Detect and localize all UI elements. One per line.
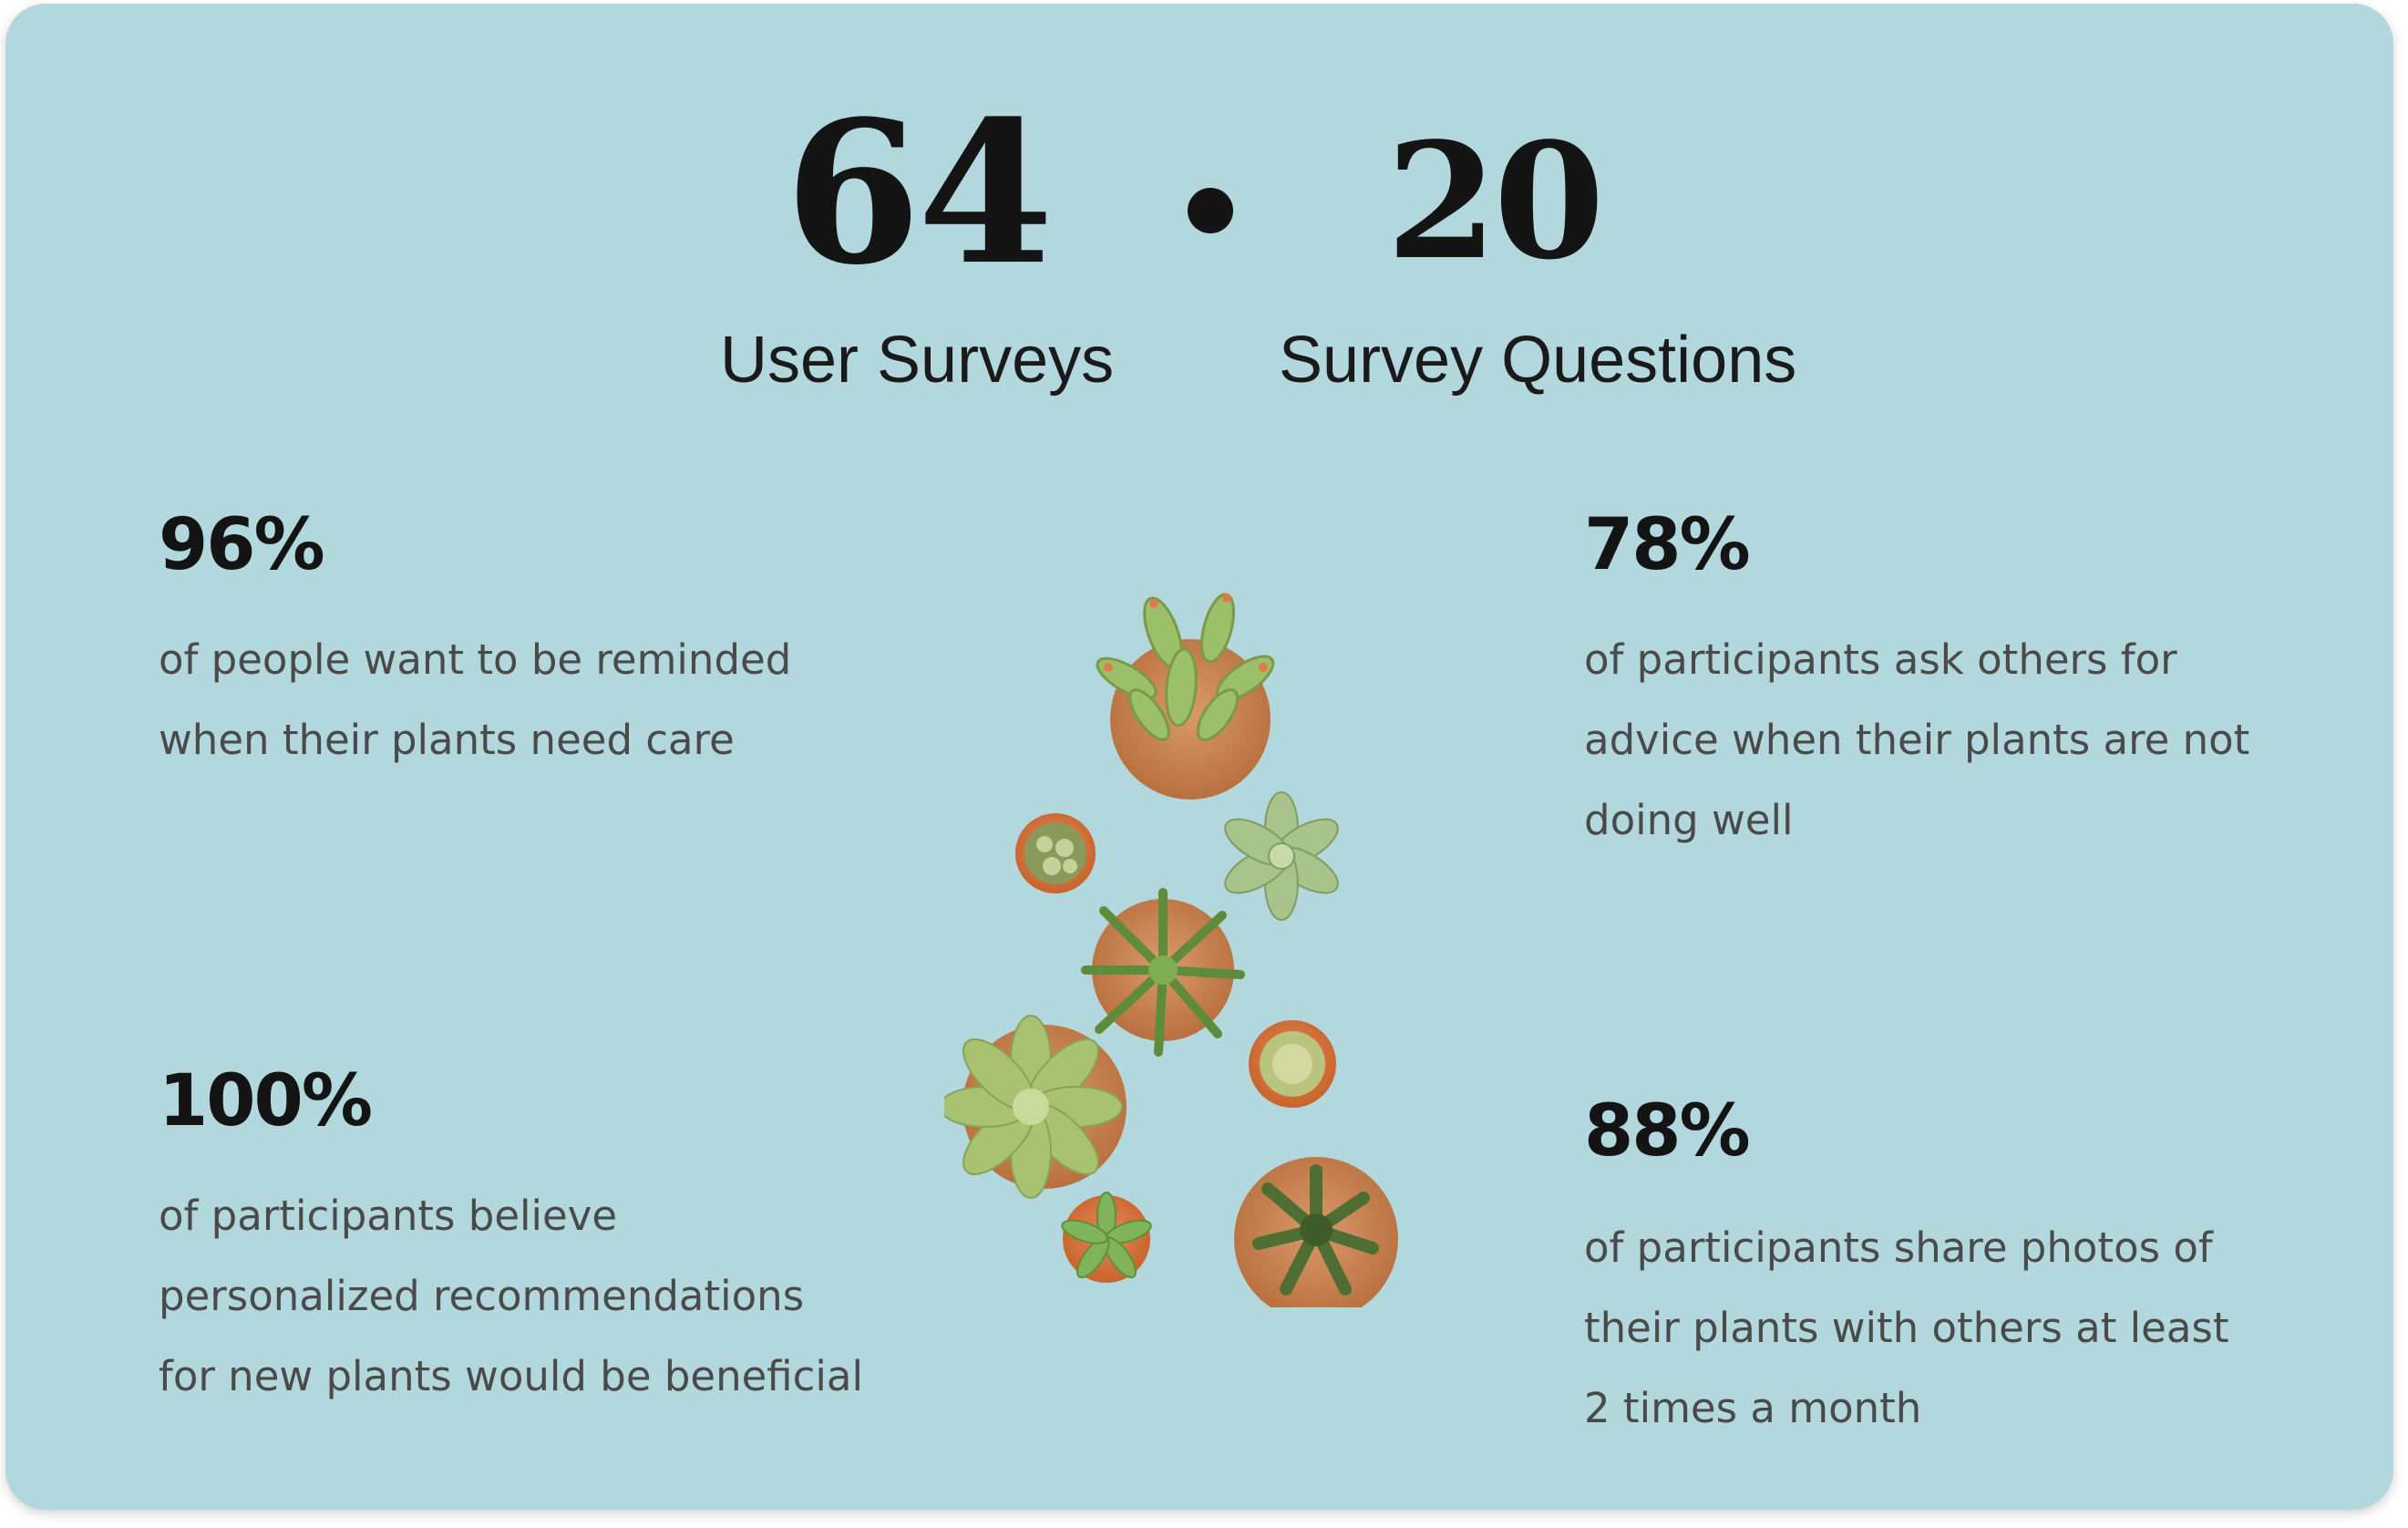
stat-photos-percent: 88% bbox=[1584, 1090, 1751, 1172]
tiny-succulent-pot bbox=[1061, 1192, 1152, 1283]
stat-advice-percent: 78% bbox=[1584, 504, 1751, 586]
separator-dot bbox=[1188, 188, 1233, 233]
stat-photos-text: of participants share photos of their pl… bbox=[1584, 1223, 2229, 1432]
questions-count: 20 bbox=[1386, 108, 1605, 295]
stat-reminders-percent: 96% bbox=[159, 504, 325, 586]
aloe-plant-pot bbox=[1081, 888, 1245, 1057]
round-cactus-pot bbox=[1249, 1020, 1336, 1108]
pale-rosette-succulent bbox=[1224, 791, 1339, 921]
surveys-count: 64 bbox=[785, 77, 1054, 308]
stats-card: 64 20 User Surveys Survey Questions 96% … bbox=[5, 4, 2393, 1510]
stat-recommendations-text: of participants believe personalized rec… bbox=[159, 1192, 863, 1400]
stat-recommendations-percent: 100% bbox=[159, 1060, 373, 1142]
stat-advice-text: of participants ask others for advice wh… bbox=[1584, 635, 2250, 844]
echeveria-pot bbox=[944, 1015, 1127, 1199]
jade-plant-pot bbox=[1096, 593, 1275, 800]
haworthia-pot bbox=[1234, 1157, 1398, 1307]
potted-succulents-illustration bbox=[944, 593, 1398, 1307]
small-cactus-pot bbox=[1015, 813, 1096, 893]
surveys-label: User Surveys bbox=[720, 324, 1115, 397]
questions-label: Survey Questions bbox=[1279, 324, 1797, 397]
stat-reminders-text: of people want to be reminded when their… bbox=[159, 635, 792, 764]
